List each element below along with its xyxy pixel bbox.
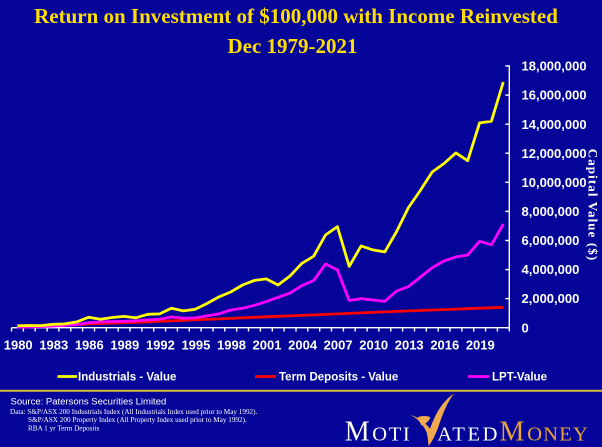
svg-text:2,000,000: 2,000,000 [522,291,580,306]
svg-text:LPT-Value: LPT-Value [492,372,547,384]
svg-text:6,000,000: 6,000,000 [522,233,580,248]
svg-text:14,000,000: 14,000,000 [522,117,587,132]
svg-text:1989: 1989 [110,338,139,353]
svg-text:1992: 1992 [146,338,175,353]
svg-text:Industrials - Value: Industrials - Value [78,372,176,384]
svg-text:0: 0 [522,320,529,335]
svg-text:1998: 1998 [217,338,246,353]
svg-text:Source: Patersons Securities L: Source: Patersons Securities Limited [11,396,167,407]
svg-text:M: M [345,417,370,447]
svg-text:1986: 1986 [75,338,104,353]
svg-text:OTI: OTI [372,424,411,446]
svg-text:RBA 1 yr Term Deposits: RBA 1 yr Term Deposits [28,424,99,432]
svg-text:Data: S&P/ASX 200 Industrials: Data: S&P/ASX 200 Industrials Index (All… [10,408,258,416]
svg-text:4,000,000: 4,000,000 [522,262,580,277]
svg-text:2013: 2013 [395,338,424,353]
svg-text:1983: 1983 [39,338,68,353]
svg-text:2001: 2001 [253,338,282,353]
svg-text:12,000,000: 12,000,000 [522,146,587,161]
svg-text:S&P/ASX 200 Property Index (Al: S&P/ASX 200 Property Index (All Property… [28,416,247,424]
svg-text:Term Deposits - Value: Term Deposits - Value [279,372,398,384]
svg-text:1980: 1980 [4,338,33,353]
svg-text:ONEY: ONEY [527,424,589,446]
svg-text:16,000,000: 16,000,000 [522,88,587,103]
svg-text:8,000,000: 8,000,000 [522,204,580,219]
svg-text:2004: 2004 [288,338,318,353]
svg-text:ATED: ATED [437,424,500,446]
svg-text:Dec 1979-2021: Dec 1979-2021 [227,34,357,58]
svg-text:Return on Investment of $100,0: Return on Investment of $100,000 with In… [34,4,558,28]
svg-text:Capital Value ($): Capital Value ($) [586,149,601,262]
svg-text:2010: 2010 [359,338,388,353]
svg-text:M: M [500,417,525,447]
svg-text:2016: 2016 [430,338,459,353]
svg-text:18,000,000: 18,000,000 [522,59,587,74]
svg-text:2007: 2007 [324,338,353,353]
svg-text:2019: 2019 [466,338,495,353]
svg-text:1995: 1995 [181,338,210,353]
svg-text:10,000,000: 10,000,000 [522,175,587,190]
